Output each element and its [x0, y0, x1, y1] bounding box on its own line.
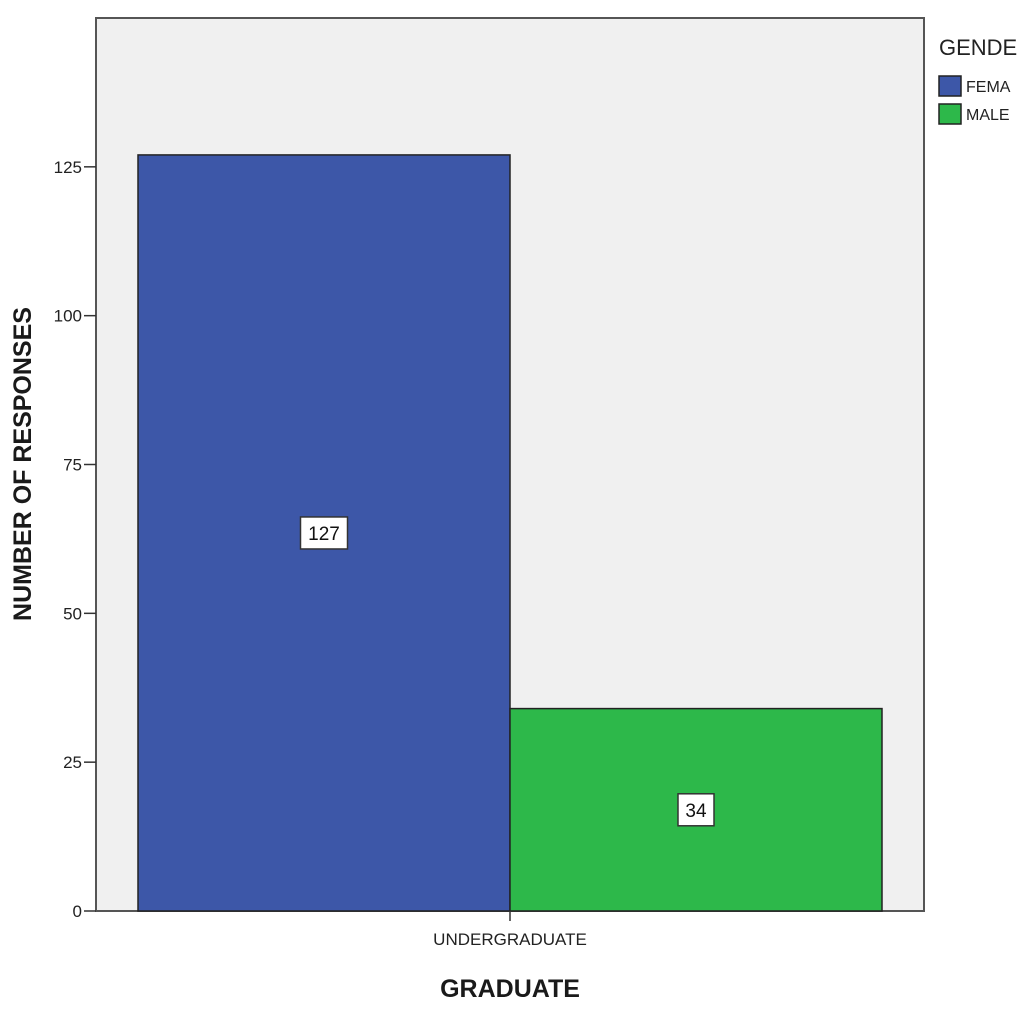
legend-label-female: FEMA — [966, 79, 1011, 96]
data-label: 34 — [685, 801, 707, 822]
legend-swatch-female — [938, 75, 962, 97]
data-label-box — [299, 516, 349, 550]
data-labels: 127 34 — [299, 516, 715, 827]
y-axis-title: NUMBER OF RESPONSES — [9, 307, 37, 621]
x-axis-title: GRADUATE — [440, 975, 580, 1003]
legend-label-male: MALE — [966, 107, 1010, 124]
data-label-box — [677, 793, 715, 827]
data-label: 127 — [308, 524, 340, 545]
y-tick-label: 50 — [63, 604, 82, 623]
y-tick-label: 100 — [54, 307, 82, 326]
y-tick-label: 25 — [63, 753, 82, 772]
y-tick-label: 75 — [63, 456, 82, 475]
legend: GENDE FEMA MALE — [938, 35, 1017, 125]
x-category-label: UNDERGRADUATE — [433, 930, 587, 949]
y-axis: 0 25 50 75 100 125 — [54, 158, 96, 921]
legend-title: GENDE — [939, 35, 1017, 60]
y-tick-label: 0 — [73, 902, 82, 921]
x-axis: UNDERGRADUATE — [433, 911, 587, 949]
legend-swatch-male — [938, 103, 962, 125]
y-tick-label: 125 — [54, 158, 82, 177]
